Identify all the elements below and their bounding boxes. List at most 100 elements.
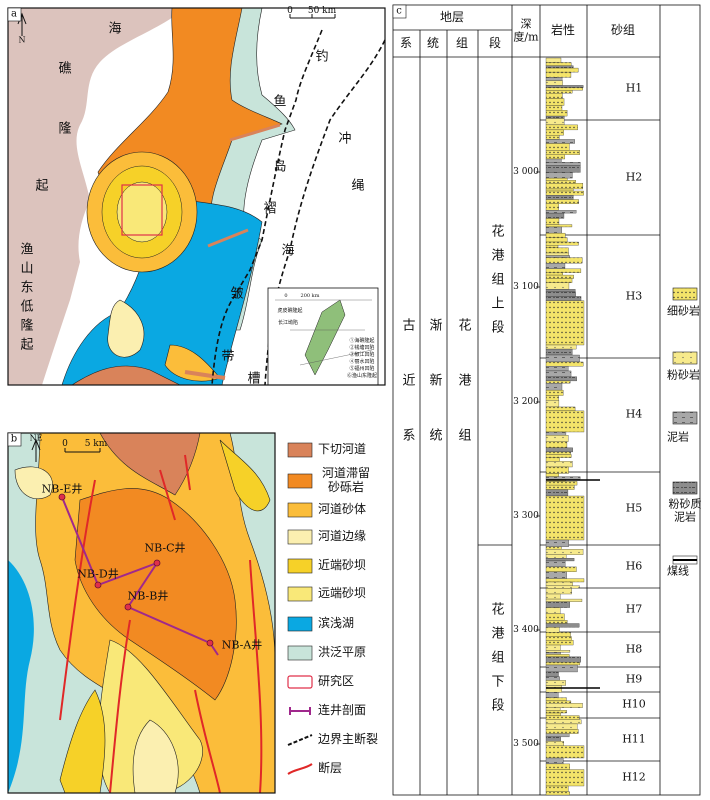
- map-shape: [304, 299, 346, 376]
- map-label: 钓: [315, 49, 329, 65]
- lithology-bed: [545, 257, 583, 264]
- depth-label: 3 400: [513, 624, 539, 635]
- map-shape: [7, 7, 22, 22]
- scale-label: 0: [284, 293, 288, 300]
- member: 花港组上段: [488, 224, 504, 344]
- map-label: 起: [35, 178, 49, 194]
- sand-group: H11: [622, 732, 646, 746]
- lithology-bed: [545, 212, 565, 219]
- legend-label: 边界主断裂: [318, 732, 379, 747]
- map-shape: [70, 365, 181, 386]
- lithology-bed: [545, 785, 569, 792]
- map-label: 褶: [263, 201, 277, 217]
- lithology-bed: [545, 598, 583, 602]
- legend-label: 粉砂质泥岩: [668, 497, 702, 523]
- lithology-bed: [545, 226, 562, 234]
- map-label: 岛: [273, 159, 287, 175]
- lithology-bed: [545, 578, 585, 583]
- sand-group: H5: [625, 501, 643, 515]
- map-shape: [31, 438, 41, 462]
- series: 渐新统: [426, 318, 442, 483]
- lithology-bed: [545, 85, 584, 88]
- north-label: N: [18, 35, 26, 45]
- depth-label: 3 100: [513, 281, 539, 292]
- sand-group: H12: [622, 770, 646, 784]
- north-label: NE: [29, 433, 43, 443]
- lithology-bed: [545, 700, 572, 704]
- sand-group: H3: [625, 289, 643, 303]
- lithology-bed: [545, 395, 559, 401]
- depth-label: 3 000: [513, 166, 539, 177]
- lithology-bed: [545, 473, 559, 477]
- member: 花港组下段: [488, 602, 504, 722]
- lithology-bed: [545, 461, 573, 468]
- lithology-bed: [545, 224, 573, 228]
- map-shape: [59, 689, 106, 794]
- lithology-bed: [545, 549, 584, 555]
- lithology-bed: [545, 71, 572, 78]
- lithology-bed: [545, 671, 559, 677]
- lithology-bed: [545, 300, 585, 346]
- map-shape: [545, 57, 600, 796]
- lithology-bed: [545, 680, 566, 686]
- well-label: NB-B井: [127, 589, 169, 603]
- sand-group: H2: [625, 170, 643, 184]
- lithology-bed: [545, 729, 579, 734]
- lithology-bed: [545, 252, 569, 256]
- sand-group: H7: [625, 602, 643, 616]
- map-shape: [107, 299, 145, 358]
- lithology-bed: [545, 272, 563, 276]
- lithology-bed: [545, 389, 564, 396]
- map-shape: [287, 442, 313, 775]
- lithology-bed: [545, 139, 575, 144]
- lithology-bed: [545, 627, 560, 633]
- map-shape: [393, 5, 661, 795]
- lithology-bed: [545, 454, 572, 458]
- map-shape: [289, 14, 336, 19]
- lithology-bed: [545, 757, 564, 765]
- system: 古近系: [399, 318, 415, 483]
- lithology-bed: [545, 431, 567, 436]
- map-shape: [207, 123, 281, 248]
- map-shape: [219, 439, 271, 512]
- legend-label: 断层: [318, 761, 343, 776]
- legend-swatch: [287, 616, 313, 632]
- header: 系: [399, 36, 413, 51]
- lithology-bed: [545, 348, 573, 356]
- lithology-bed: [545, 745, 585, 759]
- lithology-bed: [545, 613, 565, 621]
- lithology-bed: [545, 481, 578, 486]
- lithology-bed: [545, 361, 584, 367]
- lithology-bed: [545, 685, 562, 693]
- scale-label: 5 km: [84, 438, 108, 449]
- map-shape: [8, 560, 34, 793]
- lithology-bed: [545, 623, 580, 628]
- lithology-bed: [545, 692, 559, 698]
- map-shape: [7, 432, 276, 794]
- map-shape: [392, 4, 407, 19]
- lithology-bed: [545, 344, 577, 350]
- well-label: NB-E井: [41, 482, 83, 496]
- lithology-bed: [545, 707, 561, 711]
- map-label: 海: [281, 243, 295, 259]
- legend-label: 细砂岩: [667, 304, 700, 318]
- sand-group: H9: [625, 672, 643, 686]
- legend-swatch: [287, 442, 313, 458]
- legend-swatch: [287, 645, 313, 661]
- lithology-bed: [545, 571, 567, 579]
- inset-label: 虎皮礁隆起: [277, 308, 303, 315]
- lithology-bed: [545, 723, 578, 730]
- lithology-bed: [545, 129, 564, 136]
- map-shape: [184, 370, 226, 380]
- lithology-bed: [545, 65, 574, 69]
- scale-label: 200 km: [300, 293, 320, 300]
- lithology-bed: [545, 263, 566, 270]
- well-label: NB-A井: [221, 638, 263, 652]
- lithology-bed: [545, 80, 563, 86]
- legend-swatch: [672, 411, 698, 425]
- map-shape: [14, 466, 53, 500]
- lithology-bed: [545, 601, 570, 608]
- lithology-bed: [545, 241, 579, 246]
- legend-label: 下切河道: [318, 442, 367, 457]
